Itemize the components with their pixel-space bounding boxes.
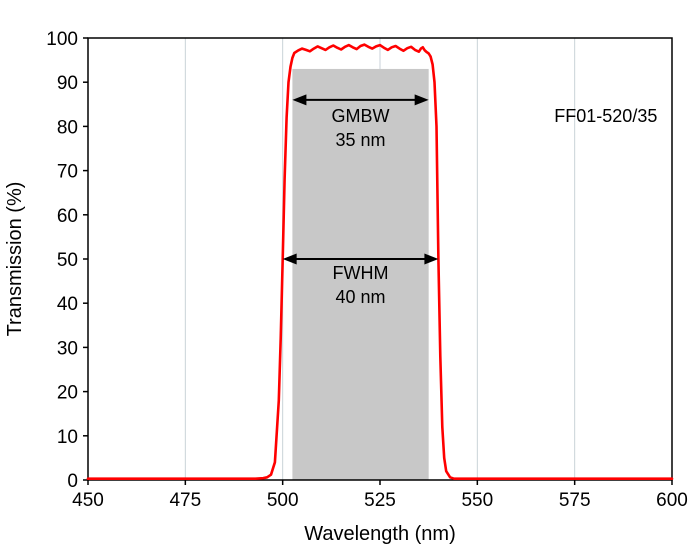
gmbw-arrow xyxy=(292,94,429,106)
curve-line xyxy=(86,43,674,481)
y-tick-label: 80 xyxy=(57,117,78,138)
x-tick-label: 600 xyxy=(656,490,688,511)
y-axis-title: Transmission (%) xyxy=(4,182,26,337)
y-tick-label: 10 xyxy=(57,427,78,448)
x-tick-label: 450 xyxy=(72,490,104,511)
y-tick-label: 70 xyxy=(57,162,78,183)
y-tick-label: 30 xyxy=(57,338,78,359)
y-tick-label: 60 xyxy=(57,206,78,227)
x-axis-title: Wavelength (nm) xyxy=(304,523,456,545)
y-tick-label: 100 xyxy=(46,29,78,50)
y-tick-label: 0 xyxy=(67,471,78,492)
gmbw-label: GMBW 35 nm xyxy=(332,106,390,150)
annotations: GMBW 35 nm FWHM 40 nm FF01-520/35 xyxy=(282,94,657,307)
y-tick-label: 50 xyxy=(57,250,78,271)
part-number: FF01-520/35 xyxy=(554,106,657,126)
fwhm-label: FWHM 40 nm xyxy=(333,263,389,307)
y-tick-label: 90 xyxy=(57,73,78,94)
x-tick-label: 525 xyxy=(364,490,396,511)
gmbw-region xyxy=(292,68,429,480)
y-tick-label: 20 xyxy=(57,383,78,404)
x-tick-label: 550 xyxy=(461,490,493,511)
x-tick-label: 500 xyxy=(267,490,299,511)
x-tick-label: 475 xyxy=(169,490,201,511)
fwhm-arrow xyxy=(282,253,439,265)
y-tick-label: 40 xyxy=(57,294,78,315)
axes: 450 475 500 525 550 575 600 0 10 20 30 40 50 60 70 80 90… xyxy=(46,29,688,511)
transmission-curve xyxy=(86,43,674,481)
x-tick-label: 575 xyxy=(559,490,591,511)
shaded-band xyxy=(292,68,429,480)
